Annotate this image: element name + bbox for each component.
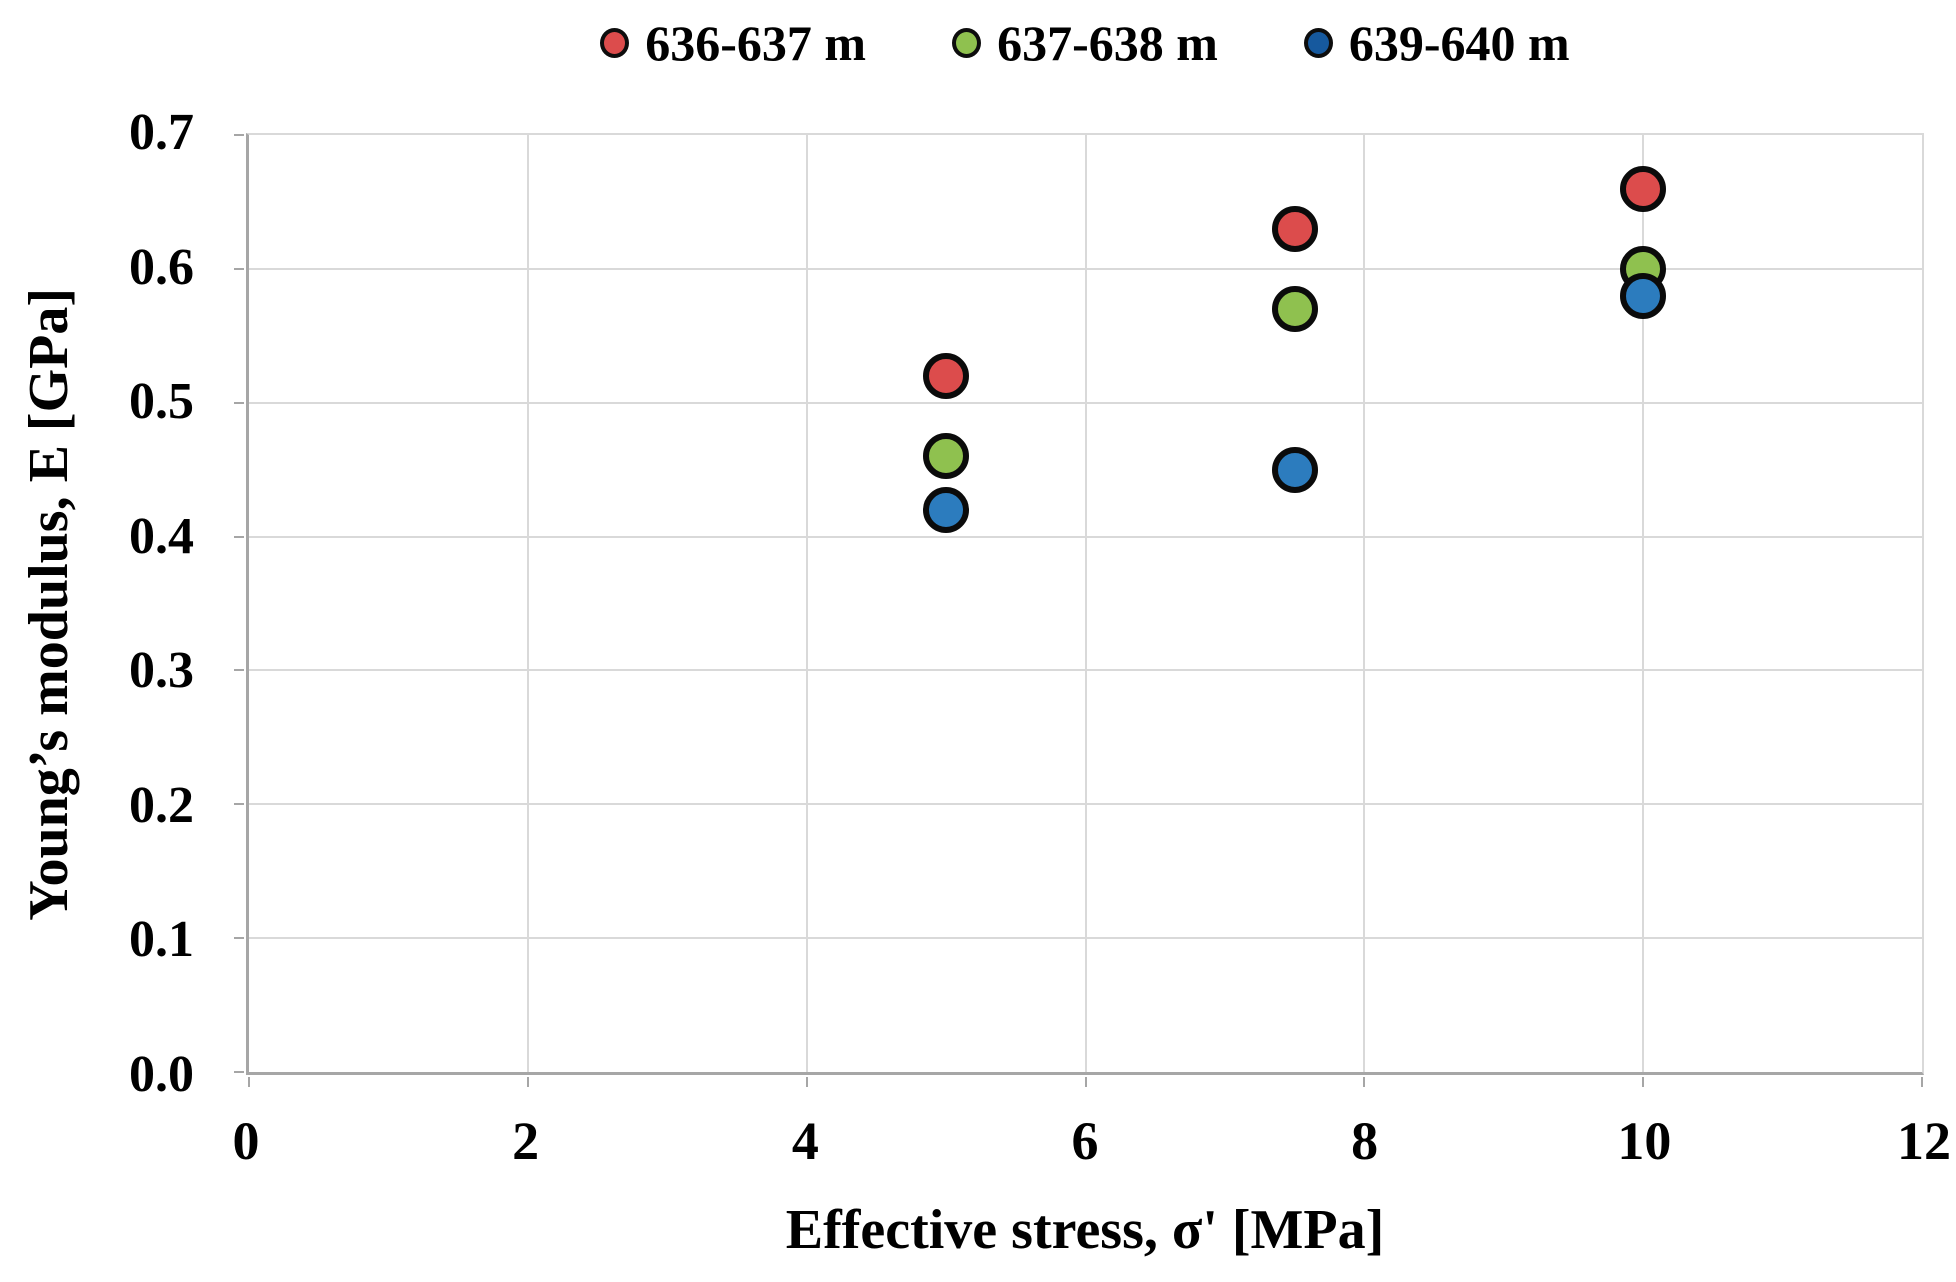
x-tick-label: 4 bbox=[791, 1111, 819, 1171]
data-point bbox=[1271, 286, 1318, 332]
y-tick-label: 0.6 bbox=[129, 238, 194, 296]
x-tick-label: 2 bbox=[512, 1111, 540, 1171]
gridline-horizontal bbox=[249, 267, 1922, 270]
gridline-vertical bbox=[1084, 135, 1087, 1072]
x-tick-mark bbox=[805, 1077, 808, 1087]
data-point bbox=[923, 352, 970, 399]
y-tick-mark bbox=[234, 803, 244, 806]
x-tick-label: 10 bbox=[1617, 1111, 1672, 1171]
legend-item: 636-637 m bbox=[600, 18, 866, 68]
legend-marker-icon bbox=[1303, 28, 1333, 58]
legend-label: 637-638 m bbox=[997, 15, 1218, 71]
data-point bbox=[1620, 272, 1667, 319]
x-tick-label: 12 bbox=[1897, 1111, 1951, 1171]
x-tick-label: 0 bbox=[232, 1111, 260, 1171]
x-tick-label: 8 bbox=[1351, 1111, 1379, 1171]
gridline-horizontal bbox=[249, 535, 1922, 538]
data-point bbox=[1271, 446, 1318, 493]
gridline-vertical bbox=[1363, 135, 1366, 1072]
y-tick-mark bbox=[234, 669, 244, 672]
data-point bbox=[1271, 205, 1318, 252]
y-tick-label: 0.7 bbox=[129, 104, 194, 161]
y-tick-mark bbox=[234, 134, 244, 136]
chart-legend: 636-637 m 637-638 m 639-640 m bbox=[246, 10, 1924, 76]
x-tick-mark bbox=[1642, 1077, 1645, 1087]
y-tick-mark bbox=[234, 267, 244, 270]
legend-label: 636-637 m bbox=[645, 15, 867, 71]
gridline-horizontal bbox=[249, 937, 1922, 940]
x-tick-mark bbox=[526, 1077, 529, 1087]
data-point bbox=[1620, 165, 1667, 212]
x-axis-title: Effective stress, σ' [MPa] bbox=[785, 1199, 1385, 1261]
legend-marker-icon bbox=[600, 28, 630, 58]
gridline-horizontal bbox=[249, 401, 1922, 404]
gridline-vertical bbox=[805, 135, 808, 1072]
gridline-vertical bbox=[526, 135, 529, 1072]
y-axis-tick-labels: 0.0 0.1 0.2 0.3 0.4 0.5 0.6 0.7 bbox=[0, 107, 246, 1101]
y-tick-mark bbox=[234, 937, 244, 940]
legend-label: 639-640 m bbox=[1348, 15, 1570, 71]
legend-marker-icon bbox=[952, 28, 982, 58]
data-point bbox=[923, 486, 970, 533]
x-tick-mark bbox=[1084, 1077, 1087, 1087]
gridline-horizontal bbox=[249, 669, 1922, 672]
y-tick-mark bbox=[234, 401, 244, 404]
x-axis-tick-labels: 0 2 4 6 8 10 12 bbox=[233, 1111, 1952, 1176]
y-tick-label: 0.4 bbox=[129, 507, 194, 565]
plot-area bbox=[234, 133, 1924, 1087]
y-tick-label: 0.3 bbox=[129, 642, 194, 700]
x-tick-label: 6 bbox=[1071, 1111, 1099, 1171]
gridline-horizontal bbox=[249, 803, 1922, 806]
x-tick-mark bbox=[1921, 1077, 1923, 1087]
y-tick-label: 0.2 bbox=[129, 776, 194, 834]
y-tick-label: 0.1 bbox=[129, 911, 194, 969]
y-tick-label: 0.0 bbox=[129, 1046, 194, 1103]
x-tick-mark bbox=[248, 1077, 250, 1087]
y-tick-mark bbox=[234, 535, 244, 538]
legend-item: 639-640 m bbox=[1303, 15, 1570, 71]
x-tick-mark bbox=[1363, 1077, 1366, 1087]
y-tick-label: 0.5 bbox=[129, 373, 194, 431]
legend-item: 637-638 m bbox=[952, 18, 1218, 68]
y-tick-mark bbox=[234, 1071, 244, 1073]
gridline-vertical bbox=[1642, 135, 1645, 1072]
data-point bbox=[923, 433, 970, 480]
